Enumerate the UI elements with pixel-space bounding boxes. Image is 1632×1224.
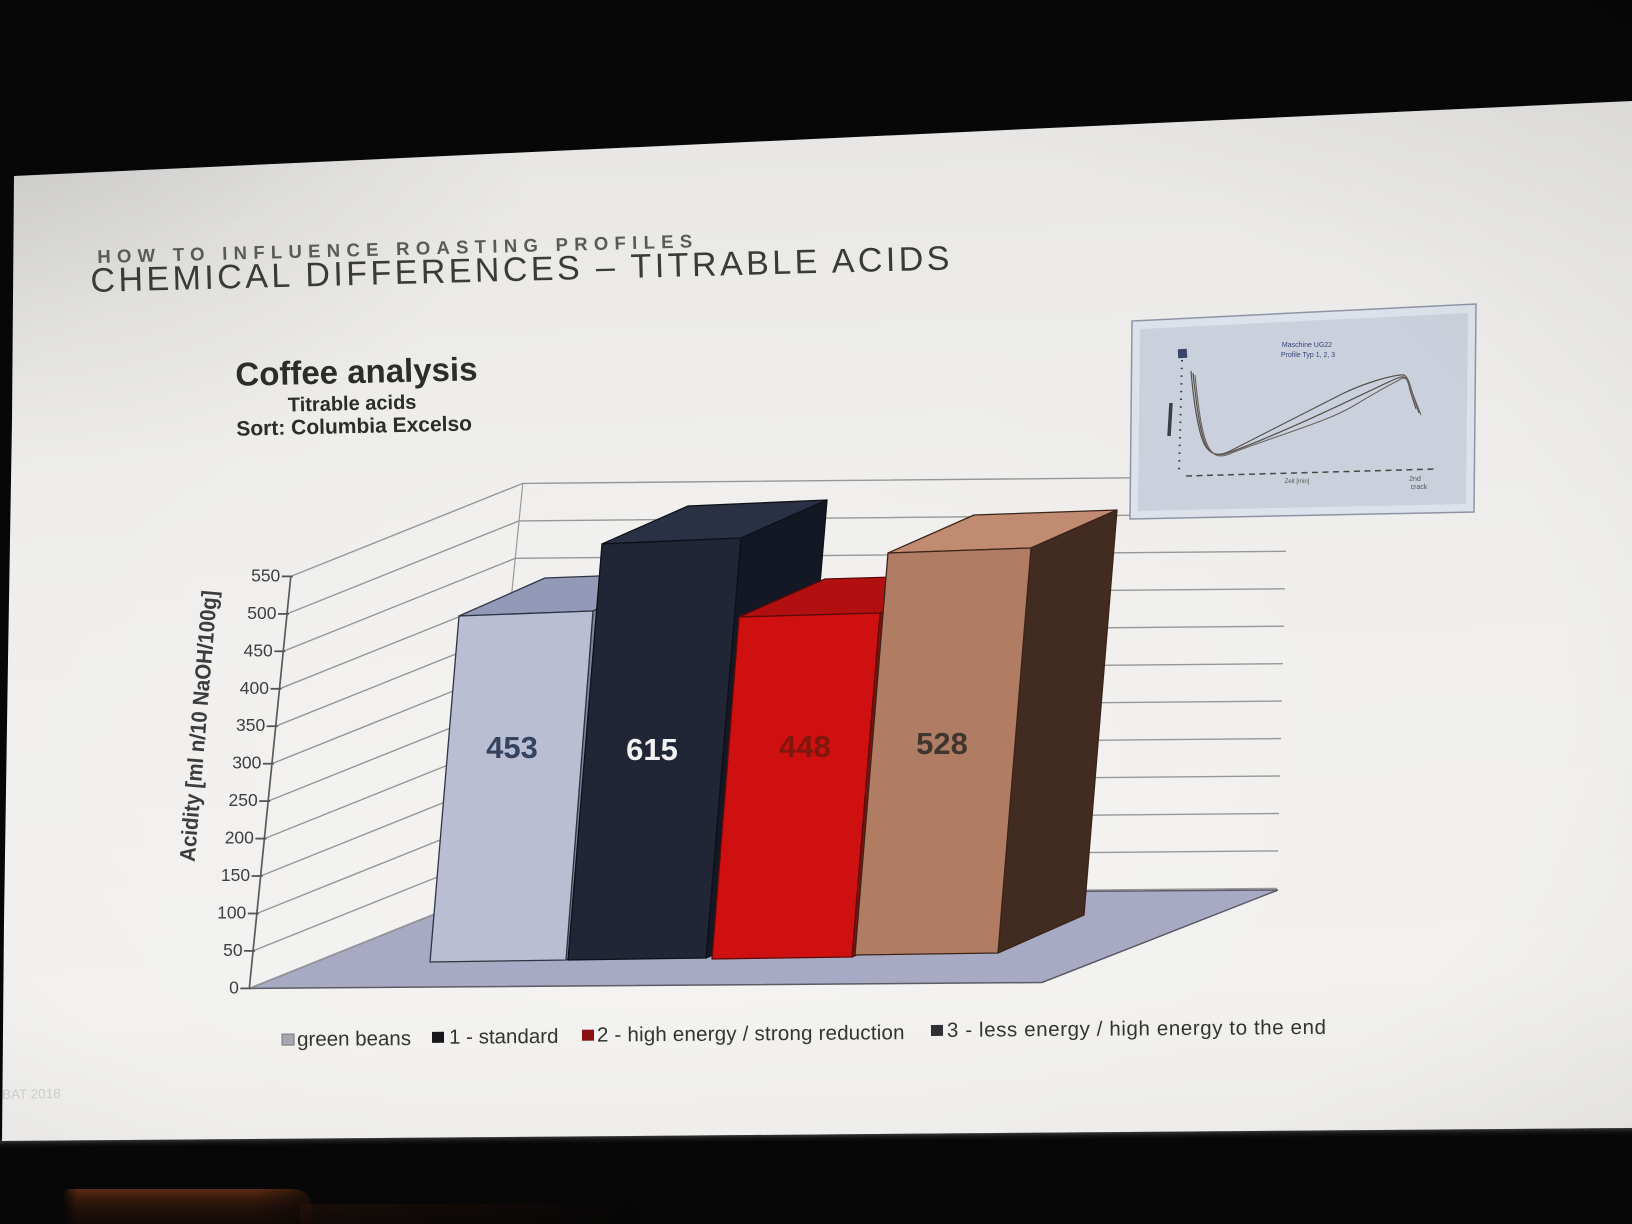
svg-text:100: 100 — [217, 903, 246, 923]
svg-text:2 - high energy / strong reduc: 2 - high energy / strong reduction — [597, 1021, 905, 1046]
svg-text:BAT 2018: BAT 2018 — [2, 1086, 61, 1102]
svg-text:450: 450 — [244, 640, 273, 660]
svg-text:448: 448 — [779, 729, 831, 764]
svg-text:Zeit [min]: Zeit [min] — [1285, 479, 1310, 485]
svg-text:Profile Typ 1, 2, 3: Profile Typ 1, 2, 3 — [1281, 352, 1335, 359]
svg-text:400: 400 — [240, 678, 269, 698]
svg-text:Acidity [ml n/10 NaOH/100g]: Acidity [ml n/10 NaOH/100g] — [175, 589, 223, 862]
svg-text:1 - standard: 1 - standard — [449, 1025, 559, 1049]
svg-text:50: 50 — [223, 940, 243, 960]
svg-text:200: 200 — [225, 828, 254, 848]
svg-text:250: 250 — [228, 790, 257, 810]
svg-text:500: 500 — [247, 603, 276, 623]
svg-text:528: 528 — [916, 726, 968, 761]
svg-text:300: 300 — [232, 753, 261, 773]
svg-text:crack: crack — [1411, 484, 1428, 491]
svg-text:3 - less energy / high energy: 3 - less energy / high energy to the end — [947, 1016, 1327, 1042]
svg-text:150: 150 — [221, 865, 250, 885]
svg-text:453: 453 — [486, 730, 538, 765]
svg-text:2nd: 2nd — [1409, 476, 1421, 483]
svg-text:615: 615 — [626, 732, 678, 767]
svg-text:0: 0 — [229, 977, 239, 997]
svg-text:350: 350 — [236, 715, 265, 735]
svg-text:550: 550 — [251, 565, 280, 585]
svg-text:green beans: green beans — [297, 1027, 411, 1051]
svg-text:Maschine UG22: Maschine UG22 — [1282, 342, 1332, 349]
